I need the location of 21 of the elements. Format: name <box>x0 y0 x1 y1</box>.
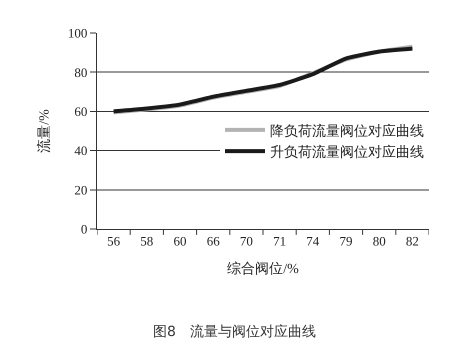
x-tick-label: 66 <box>206 234 220 249</box>
legend-label: 降负荷流量阀位对应曲线 <box>270 123 424 140</box>
x-tick-label: 58 <box>140 234 154 249</box>
x-axis-title: 综合阀位/% <box>227 260 300 277</box>
y-tick-label: 20 <box>74 182 88 198</box>
x-tick-label: 82 <box>406 234 419 249</box>
text: 图8 流量与阀位对应曲线 <box>153 324 316 340</box>
x-tick-label: 60 <box>174 234 186 249</box>
legend-label: 升负荷流量阀位对应曲线 <box>270 144 424 161</box>
x-tick-label: 74 <box>306 234 320 249</box>
x-tick-label: 56 <box>107 234 121 249</box>
y-tick-label: 0 <box>80 222 88 237</box>
y-tick-label: 40 <box>74 143 88 158</box>
y-tick-label: 60 <box>74 104 88 119</box>
x-tick-label: 80 <box>372 234 386 249</box>
x-tick-label: 79 <box>340 234 352 249</box>
x-tick-label: 70 <box>240 234 253 249</box>
x-tick-label: 71 <box>273 234 286 249</box>
y-tick-label: 100 <box>68 26 88 41</box>
y-tick-label: 80 <box>74 64 88 80</box>
y-axis-title: 流量/% <box>36 108 52 153</box>
